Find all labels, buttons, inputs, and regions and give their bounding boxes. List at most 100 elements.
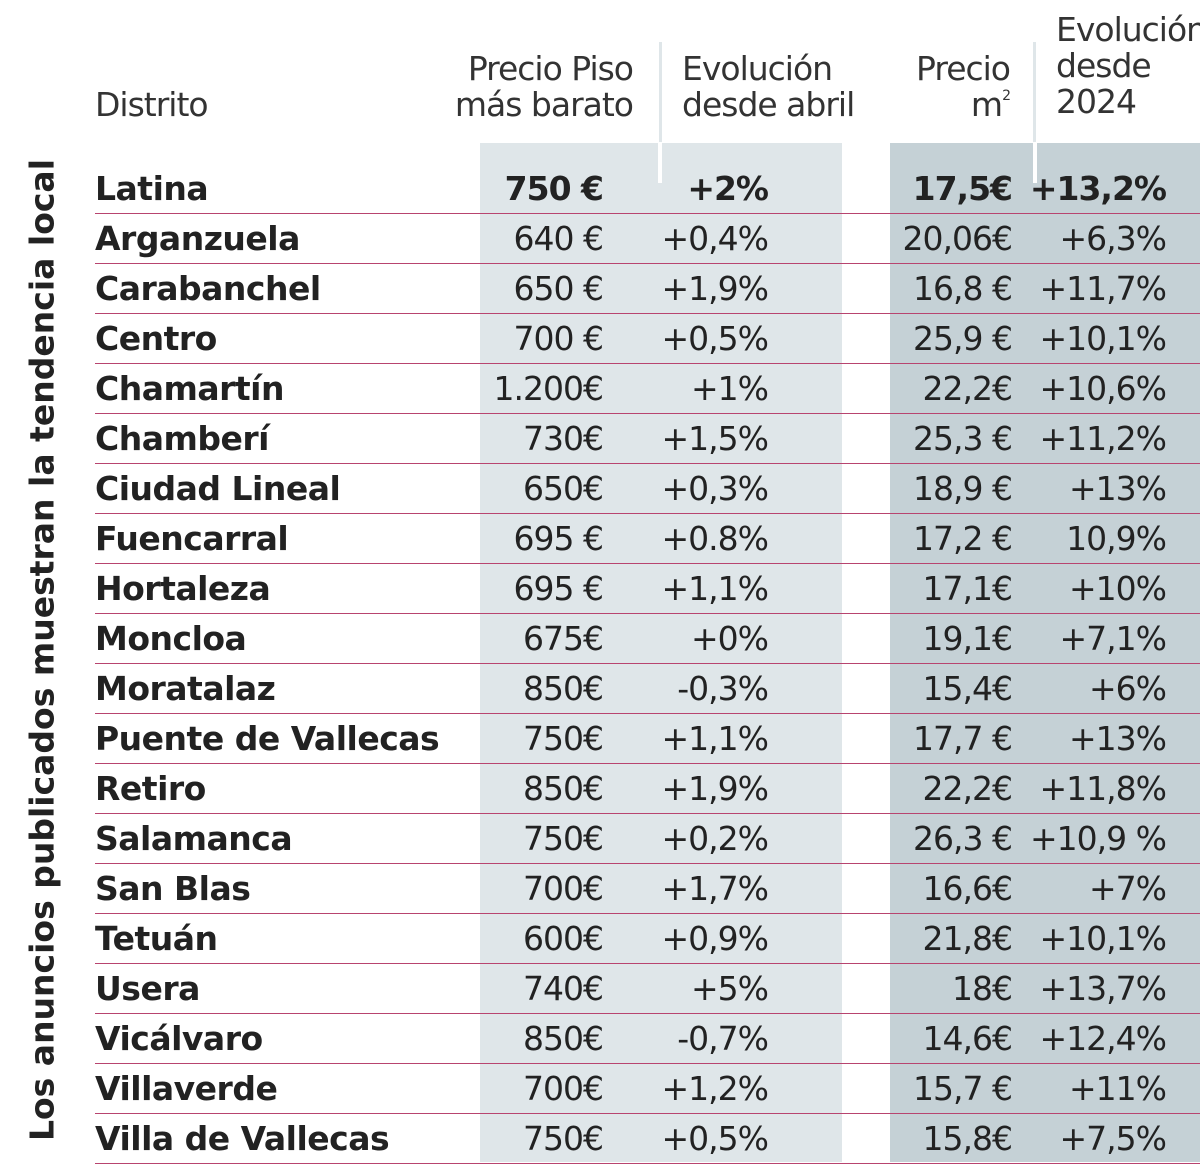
header-evolucion-2024-line2: desde <box>1056 46 1152 85</box>
table-row: Fuencarral 695 € +0.8% 17,2 € 10,9% <box>95 514 1200 564</box>
header-precio-m2-sup: 2 <box>1002 88 1011 104</box>
cell-evo-abril: +0,9% <box>661 919 769 958</box>
cell-precio: 850€ <box>523 769 604 808</box>
cell-precio-m2: 26,3 € <box>913 819 1013 858</box>
cell-evo-abril: +1,2% <box>661 1069 769 1108</box>
header-evolucion-abril: Evolución desde abril <box>682 51 855 124</box>
cell-evo-2024: +10% <box>1069 569 1167 608</box>
header-precio-m2-line1: Precio <box>916 49 1011 88</box>
cell-evo-2024: +10,6% <box>1039 369 1167 408</box>
cell-precio: 850€ <box>523 1019 604 1058</box>
cell-evo-abril: -0,3% <box>677 669 769 708</box>
table-row: Chamartín 1.200€ +1% 22,2€ +10,6% <box>95 364 1200 414</box>
cell-precio: 750€ <box>523 1119 604 1158</box>
cell-precio: 700€ <box>523 1069 604 1108</box>
header-separator-2 <box>1033 42 1036 142</box>
cell-evo-2024: +6,3% <box>1059 219 1167 258</box>
cell-distrito: Villa de Vallecas <box>95 1119 390 1158</box>
cell-evo-2024: +10,1% <box>1039 919 1167 958</box>
cell-evo-2024: +7,1% <box>1059 619 1167 658</box>
cell-evo-abril: +5% <box>690 969 769 1008</box>
table-row: Latina 750 € +2% 17,5€ +13,2% <box>95 164 1200 214</box>
header-precio-piso-line2: más barato <box>454 85 634 124</box>
table-row: Centro 700 € +0,5% 25,9 € +10,1% <box>95 314 1200 364</box>
cell-precio-m2: 16,6€ <box>922 869 1013 908</box>
cell-evo-abril: +1% <box>690 369 769 408</box>
cell-evo-2024: +10,1% <box>1039 319 1167 358</box>
cell-precio-m2: 19,1€ <box>922 619 1013 658</box>
header-distrito-label: Distrito <box>95 85 209 124</box>
cell-distrito: Carabanchel <box>95 269 321 308</box>
table-row: Retiro 850€ +1,9% 22,2€ +11,8% <box>95 764 1200 814</box>
cell-evo-abril: +0,5% <box>661 319 769 358</box>
cell-evo-2024: +12,4% <box>1039 1019 1167 1058</box>
table-row: Chamberí 730€ +1,5% 25,3 € +11,2% <box>95 414 1200 464</box>
cell-precio: 650€ <box>523 469 604 508</box>
cell-evo-abril: +1,1% <box>661 719 769 758</box>
cell-precio-m2: 17,5€ <box>912 169 1013 208</box>
header-precio-m2-line2: m2 <box>880 85 1011 124</box>
cell-evo-2024: +13,2% <box>1029 169 1167 208</box>
table-row: Moncloa 675€ +0% 19,1€ +7,1% <box>95 614 1200 664</box>
cell-distrito: Fuencarral <box>95 519 289 558</box>
cell-precio: 1.200€ <box>493 369 604 408</box>
cell-precio: 730€ <box>523 419 604 458</box>
cell-evo-abril: +0% <box>690 619 769 658</box>
header-evolucion-2024-line3: 2024 <box>1056 82 1137 121</box>
cell-evo-abril: +0,5% <box>661 1119 769 1158</box>
cell-evo-abril: +1,9% <box>661 769 769 808</box>
header-evolucion-abril-line2: desde abril <box>682 85 855 124</box>
cell-precio: 695 € <box>513 569 604 608</box>
cell-distrito: Arganzuela <box>95 219 300 258</box>
cell-precio: 600€ <box>523 919 604 958</box>
header-precio-m2: Precio m2 <box>880 49 1011 124</box>
cell-evo-abril: -0,7% <box>677 1019 769 1058</box>
header-separator-1 <box>659 42 662 142</box>
cell-precio-m2: 18€ <box>952 969 1013 1008</box>
cell-distrito: Villaverde <box>95 1069 278 1108</box>
cell-precio: 700€ <box>523 869 604 908</box>
cell-precio: 850€ <box>523 669 604 708</box>
cell-distrito: San Blas <box>95 869 251 908</box>
cell-distrito: Hortaleza <box>95 569 271 608</box>
table-row: Villa de Vallecas 750€ +0,5% 15,8€ +7,5% <box>95 1114 1200 1164</box>
cell-precio-m2: 25,3 € <box>913 419 1013 458</box>
cell-precio-m2: 25,9 € <box>913 319 1013 358</box>
cell-evo-2024: +11,2% <box>1039 419 1167 458</box>
cell-evo-abril: +2% <box>687 169 769 208</box>
cell-precio-m2: 20,06€ <box>902 219 1013 258</box>
cell-evo-2024: +6% <box>1088 669 1167 708</box>
cell-precio: 675€ <box>523 619 604 658</box>
table-row: Hortaleza 695 € +1,1% 17,1€ +10% <box>95 564 1200 614</box>
cell-evo-2024: +13% <box>1069 469 1167 508</box>
header-precio-piso: Precio Piso más barato <box>430 51 634 124</box>
cell-precio-m2: 18,9 € <box>913 469 1013 508</box>
table-row: San Blas 700€ +1,7% 16,6€ +7% <box>95 864 1200 914</box>
side-title: Los anuncios publicados muestran la tend… <box>22 158 62 1142</box>
cell-precio: 750€ <box>523 819 604 858</box>
table-row: Vicálvaro 850€ -0,7% 14,6€ +12,4% <box>95 1014 1200 1064</box>
cell-distrito: Salamanca <box>95 819 293 858</box>
cell-precio-m2: 15,8€ <box>922 1119 1013 1158</box>
price-evo-divider <box>658 143 662 183</box>
cell-evo-2024: +13% <box>1069 719 1167 758</box>
cell-precio-m2: 15,7 € <box>913 1069 1013 1108</box>
cell-distrito: Centro <box>95 319 217 358</box>
cell-precio-m2: 16,8 € <box>913 269 1013 308</box>
header-evolucion-2024: Evolución desde 2024 <box>1056 12 1200 120</box>
cell-distrito: Latina <box>95 169 209 208</box>
table-row: Salamanca 750€ +0,2% 26,3 € +10,9 % <box>95 814 1200 864</box>
cell-precio: 650 € <box>513 269 604 308</box>
cell-evo-abril: +1,7% <box>661 869 769 908</box>
cell-evo-abril: +0,4% <box>661 219 769 258</box>
cell-precio: 750€ <box>523 719 604 758</box>
cell-evo-2024: +11,8% <box>1039 769 1167 808</box>
table-row: Usera 740€ +5% 18€ +13,7% <box>95 964 1200 1014</box>
header-precio-m2-unit: m <box>970 85 1003 124</box>
header-evolucion-2024-line1: Evolución <box>1056 10 1200 49</box>
table-row: Carabanchel 650 € +1,9% 16,8 € +11,7% <box>95 264 1200 314</box>
cell-evo-abril: +0.8% <box>661 519 769 558</box>
cell-precio-m2: 17,2 € <box>913 519 1013 558</box>
cell-distrito: Puente de Vallecas <box>95 719 440 758</box>
cell-evo-2024: +7% <box>1088 869 1167 908</box>
